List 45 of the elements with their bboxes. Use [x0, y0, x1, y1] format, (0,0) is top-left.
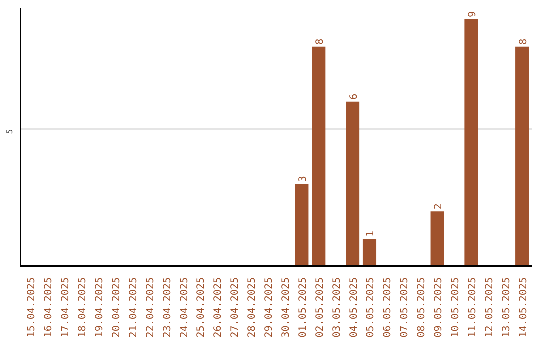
- bar: [295, 184, 309, 266]
- x-tick-label: 27.04.2025: [230, 277, 242, 338]
- x-tick-label: 03.05.2025: [332, 277, 343, 338]
- x-tick-label: 19.04.2025: [94, 277, 106, 338]
- x-tick-label: 14.05.2025: [518, 277, 530, 338]
- x-tick-label: 21.04.2025: [128, 277, 140, 338]
- ref-line-label: 5: [6, 129, 14, 134]
- x-tick-label: 08.05.2025: [416, 277, 428, 338]
- x-tick-label: 06.05.2025: [382, 277, 394, 338]
- bar: [430, 212, 444, 266]
- x-tick-label: 22.04.2025: [145, 277, 156, 338]
- x-tick-label: 02.05.2025: [314, 277, 326, 338]
- x-tick-label: 25.04.2025: [196, 277, 208, 338]
- data-label: 6: [348, 94, 360, 100]
- x-tick-label: 10.05.2025: [450, 277, 462, 338]
- data-label: 9: [467, 11, 478, 18]
- data-label: 3: [298, 176, 309, 182]
- x-tick-label: 28.04.2025: [247, 277, 258, 338]
- x-tick-label: 13.05.2025: [501, 277, 512, 338]
- x-tick-label: 20.04.2025: [111, 277, 122, 338]
- x-tick-label: 30.04.2025: [280, 277, 292, 338]
- x-tick-label: 26.04.2025: [213, 277, 224, 338]
- x-tick-label: 07.05.2025: [400, 277, 411, 338]
- bar: [464, 19, 478, 266]
- x-tick-label: 05.05.2025: [366, 277, 377, 338]
- x-tick-label: 04.05.2025: [348, 277, 360, 338]
- bar: [312, 46, 326, 266]
- x-tick-label: 23.04.2025: [162, 277, 174, 338]
- data-label: 1: [366, 231, 377, 238]
- x-tick-label: 24.04.2025: [179, 277, 190, 338]
- x-tick-label: 12.05.2025: [484, 277, 496, 338]
- bar: [516, 46, 530, 266]
- x-tick-label: 09.05.2025: [434, 277, 445, 338]
- data-label: 8: [314, 38, 326, 45]
- x-tick-label: 16.04.2025: [44, 277, 55, 338]
- x-tick-label: 29.04.2025: [264, 277, 276, 338]
- x-tick-label: 18.04.2025: [78, 277, 89, 338]
- data-label: 2: [434, 204, 445, 210]
- x-tick-label: 11.05.2025: [467, 277, 478, 338]
- x-tick-label: 01.05.2025: [298, 277, 309, 338]
- bar: [346, 102, 360, 266]
- x-tick-label: 15.04.2025: [26, 277, 38, 338]
- x-tick-label: 17.04.2025: [60, 277, 72, 338]
- data-label: 8: [518, 38, 530, 45]
- bar: [362, 239, 377, 266]
